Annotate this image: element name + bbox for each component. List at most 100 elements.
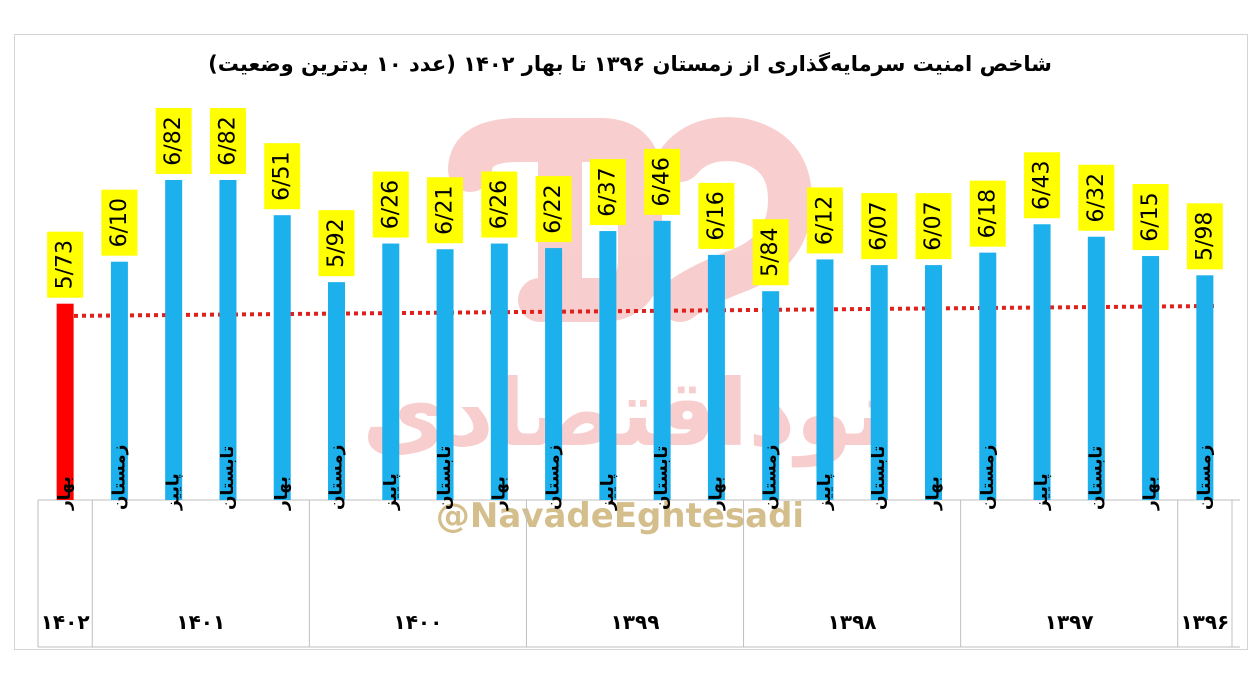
value-label-box: [969, 180, 1006, 247]
category-label: زمستان: [327, 445, 347, 510]
year-label: ۱۳۹۷: [1045, 610, 1094, 634]
year-label: ۱۳۹۸: [828, 610, 877, 634]
category-label: تابستان: [652, 446, 672, 510]
value-label-box: [806, 187, 843, 254]
category-label: تابستان: [869, 446, 889, 510]
bar: [490, 243, 508, 501]
value-label: 5/98: [1192, 212, 1217, 261]
category-label: بهار: [55, 476, 75, 511]
category-label: بهار: [706, 476, 726, 511]
bar: [545, 248, 563, 500]
value-label-box: [209, 108, 246, 174]
bar: [436, 249, 454, 500]
category-label: بهار: [272, 476, 292, 511]
bar: [273, 215, 291, 500]
year-label: ۱۳۹۶: [1180, 610, 1229, 634]
watermark-logo: [448, 117, 813, 322]
year-label: ۱۴۰۰: [393, 610, 442, 634]
bar: [1196, 275, 1214, 500]
value-label-box: [915, 193, 952, 260]
value-label: 6/51: [270, 151, 295, 200]
category-label: زمستان: [1195, 445, 1215, 510]
value-label-box: [535, 176, 572, 243]
value-label: 6/21: [433, 186, 458, 235]
category-label: تابستان: [218, 446, 238, 510]
bar: [816, 259, 834, 500]
watermark-handle: @NavadeEghtesadi: [436, 496, 804, 536]
category-label: زمستان: [761, 445, 781, 510]
category-label: بهار: [1141, 476, 1161, 511]
bar: [653, 220, 671, 500]
bar: [382, 243, 400, 501]
value-label-box: [861, 193, 898, 260]
category-label: پاییز: [598, 473, 618, 511]
value-label: 6/07: [921, 201, 946, 250]
category-label: پاییز: [381, 473, 401, 511]
value-label-box: [481, 171, 518, 238]
value-label: 5/73: [53, 240, 78, 289]
value-label-box: [752, 219, 789, 286]
bar: [110, 261, 128, 500]
value-label: 6/18: [975, 189, 1000, 238]
value-label-box: [155, 108, 192, 174]
category-label: تابستان: [435, 446, 455, 510]
bar: [1142, 256, 1160, 500]
value-label: 6/46: [650, 157, 675, 206]
value-label-box: [427, 177, 464, 244]
year-label: ۱۴۰۱: [176, 610, 225, 634]
value-label: 6/82: [161, 116, 186, 165]
value-label-box: [1078, 164, 1115, 231]
value-label: 6/12: [812, 196, 837, 245]
bar: [870, 265, 888, 500]
bar: [219, 180, 237, 500]
value-label-box: [1186, 203, 1223, 270]
value-label-box: [264, 143, 301, 210]
bar: [1087, 236, 1105, 500]
bar: [707, 254, 725, 500]
value-label-box: [372, 171, 409, 238]
value-label-box: [101, 189, 138, 256]
category-label: زمستان: [544, 445, 564, 510]
value-label-box: [1132, 184, 1169, 251]
trend-line: [57, 304, 1216, 318]
value-label: 6/10: [107, 198, 132, 247]
category-label: بهار: [924, 476, 944, 511]
value-label: 6/16: [704, 191, 729, 240]
category-label: زمستان: [978, 445, 998, 510]
bar: [599, 231, 617, 500]
bar: [1033, 224, 1051, 501]
value-label-box: [698, 182, 735, 249]
year-label: ۱۴۰۲: [41, 610, 90, 634]
value-label: 6/43: [1030, 161, 1055, 210]
category-label: پاییز: [1032, 473, 1052, 511]
value-label: 6/26: [378, 180, 403, 229]
value-label-box: [47, 231, 84, 298]
bar: [762, 291, 780, 500]
category-label: پاییز: [164, 473, 184, 511]
value-label: 6/26: [487, 180, 512, 229]
value-label-box: [318, 210, 355, 277]
year-label: ۱۳۹۹: [611, 610, 660, 634]
chart-title: شاخص امنیت سرمایه‌گذاری از زمستان ۱۳۹۶ ت…: [208, 52, 1052, 76]
value-label: 5/92: [324, 218, 349, 267]
category-label: پاییز: [815, 473, 835, 511]
category-label: تابستان: [1086, 446, 1106, 510]
value-label: 6/15: [1138, 192, 1163, 241]
bar: [328, 282, 345, 500]
category-label: بهار: [489, 476, 509, 511]
value-label: 6/37: [595, 167, 620, 216]
bar: [925, 265, 942, 500]
value-label: 6/22: [541, 184, 566, 233]
bar: [979, 252, 997, 500]
value-label: 6/82: [215, 116, 240, 165]
bar: [165, 180, 183, 500]
value-label-box: [589, 159, 626, 226]
category-label: زمستان: [109, 445, 129, 510]
value-label: 6/07: [867, 201, 892, 250]
value-label: 5/84: [758, 228, 783, 277]
value-label-box: [644, 148, 681, 215]
value-label-box: [1024, 152, 1061, 219]
value-label: 6/32: [1084, 173, 1109, 222]
bar: [56, 303, 74, 500]
